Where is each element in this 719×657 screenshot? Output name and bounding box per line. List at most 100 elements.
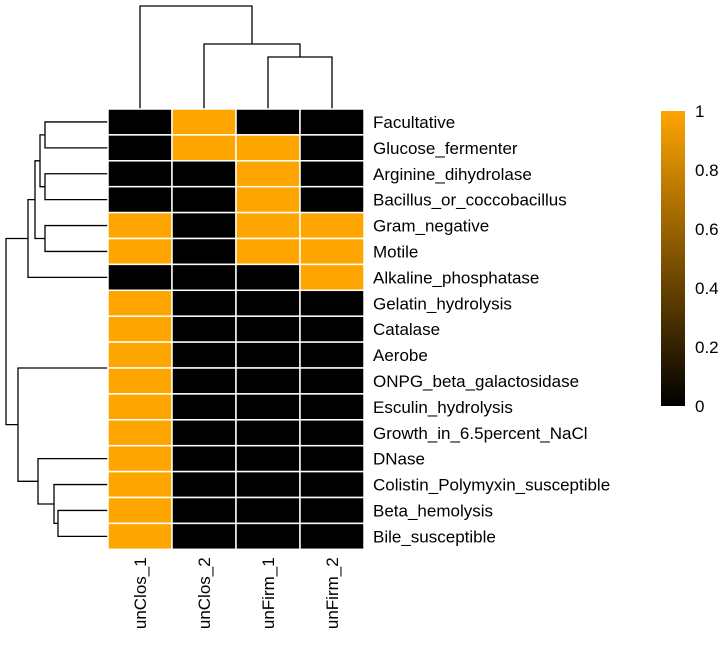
legend-tick-label: 0.4: [695, 279, 719, 298]
row-label: Bacillus_or_coccobacillus: [373, 191, 567, 210]
heatmap-cell: [235, 185, 301, 214]
row-label: Arginine_dihydrolase: [373, 165, 532, 184]
row-dendrogram-branch: [44, 173, 108, 201]
heatmap-cell: [299, 393, 365, 421]
heatmap-cell: [235, 470, 301, 499]
heatmap-cell: [299, 289, 365, 317]
row-label: Esculin_hydrolysis: [373, 398, 513, 417]
row-label: Bile_susceptible: [373, 527, 496, 546]
heatmap-cell: [235, 134, 301, 162]
heatmap-cell: [171, 522, 237, 551]
heatmap-cell: [299, 419, 365, 447]
row-labels: Facultative Glucose_fermenter Arginine_dih…: [373, 113, 610, 546]
heatmap-cell: [171, 367, 237, 395]
legend-tick-label: 0.6: [695, 220, 719, 239]
heatmap-grid: [107, 108, 365, 551]
heatmap-cell: [235, 160, 301, 188]
row-dendrogram-branch: [39, 134, 45, 188]
heatmap-cell: [235, 341, 301, 369]
heatmap-cell: [171, 263, 237, 292]
heatmap-cell: [171, 496, 237, 525]
heatmap-cell: [107, 211, 173, 240]
heatmap-cell: [171, 315, 237, 343]
row-label: Gelatin_hydrolysis: [373, 294, 512, 313]
row-dendrogram: [5, 121, 108, 537]
legend-tick-label: 0.2: [695, 338, 719, 357]
row-label: Beta_hemolysis: [373, 501, 493, 520]
heatmap-cell: [299, 134, 365, 162]
row-label: Gram_negative: [373, 217, 489, 236]
heatmap-cell: [299, 315, 365, 343]
legend-color-bar: [661, 111, 685, 406]
heatmap-cell: [107, 160, 173, 188]
heatmap-cell: [235, 496, 301, 525]
heatmap-cell: [107, 315, 173, 343]
row-label: Colistin_Polymyxin_susceptible: [373, 476, 610, 495]
heatmap-cell: [171, 470, 237, 499]
heatmap-cell: [299, 367, 365, 395]
heatmap-cell: [171, 444, 237, 473]
heatmap-cell: [235, 315, 301, 343]
row-label: DNase: [373, 450, 425, 469]
row-label: Catalase: [373, 320, 440, 339]
heatmap-cell: [235, 211, 301, 240]
row-dendrogram-branch: [37, 458, 108, 505]
heatmap-cell: [235, 419, 301, 447]
column-dendrogram-branch: [267, 56, 333, 109]
heatmap-cell: [171, 393, 237, 421]
row-dendrogram-branch: [5, 237, 28, 426]
heatmap-cell: [107, 108, 173, 136]
heatmap-cell: [299, 470, 365, 499]
heatmap-cell: [171, 419, 237, 447]
heatmap-cell: [171, 160, 237, 188]
column-label: unFirm_2: [323, 557, 342, 629]
heatmap-cell: [235, 263, 301, 292]
heatmap-cell: [299, 160, 365, 188]
row-label: Growth_in_6.5percent_NaCl: [373, 424, 588, 443]
column-labels: unClos_1 unClos_2 unFirm_1 unFirm_2: [131, 557, 342, 629]
heatmap-cell: [299, 185, 365, 214]
legend-tick-label: 0: [695, 397, 704, 416]
heatmap-cell: [107, 393, 173, 421]
heatmap-cell: [107, 237, 173, 266]
heatmap-cell: [171, 341, 237, 369]
row-dendrogram-branch: [17, 367, 108, 482]
row-dendrogram-branch: [57, 509, 108, 537]
heatmap-cell: [235, 237, 301, 266]
heatmap-cell: [299, 108, 365, 136]
heatmap-cell: [299, 341, 365, 369]
heatmap-cell: [107, 419, 173, 447]
heatmap-cell: [171, 237, 237, 266]
row-dendrogram-branch: [53, 483, 108, 525]
row-dendrogram-branch: [44, 121, 108, 149]
heatmap-cell: [107, 496, 173, 525]
column-dendrogram-branch: [139, 5, 253, 109]
heatmap-cell: [107, 134, 173, 162]
heatmap-cell: [107, 367, 173, 395]
heatmap-cell: [171, 211, 237, 240]
heatmap-cell: [171, 289, 237, 317]
heatmap-cell: [299, 522, 365, 551]
heatmap-cell: [107, 444, 173, 473]
column-label: unFirm_1: [259, 557, 278, 629]
row-label: Alkaline_phosphatase: [373, 268, 539, 287]
heatmap-cell: [299, 263, 365, 292]
heatmap-cell: [171, 185, 237, 214]
heatmap-cell: [171, 134, 237, 162]
legend-tick-label: 1: [695, 102, 704, 121]
row-label: Glucose_fermenter: [373, 139, 518, 158]
row-label: Aerobe: [373, 346, 428, 365]
row-label: Motile: [373, 242, 418, 261]
heatmap-cell: [235, 289, 301, 317]
heatmap-cell: [107, 185, 173, 214]
heatmap-cell: [235, 108, 301, 136]
heatmap-cell: [107, 522, 173, 551]
column-dendrogram: [139, 5, 333, 109]
column-dendrogram-branch: [203, 43, 301, 109]
heatmap-cell: [299, 496, 365, 525]
heatmap-cell: [171, 108, 237, 136]
heatmap-cell: [107, 470, 173, 499]
color-legend: 0 0.2 0.4 0.6 0.8 1: [661, 102, 719, 416]
heatmap-cell: [107, 289, 173, 317]
